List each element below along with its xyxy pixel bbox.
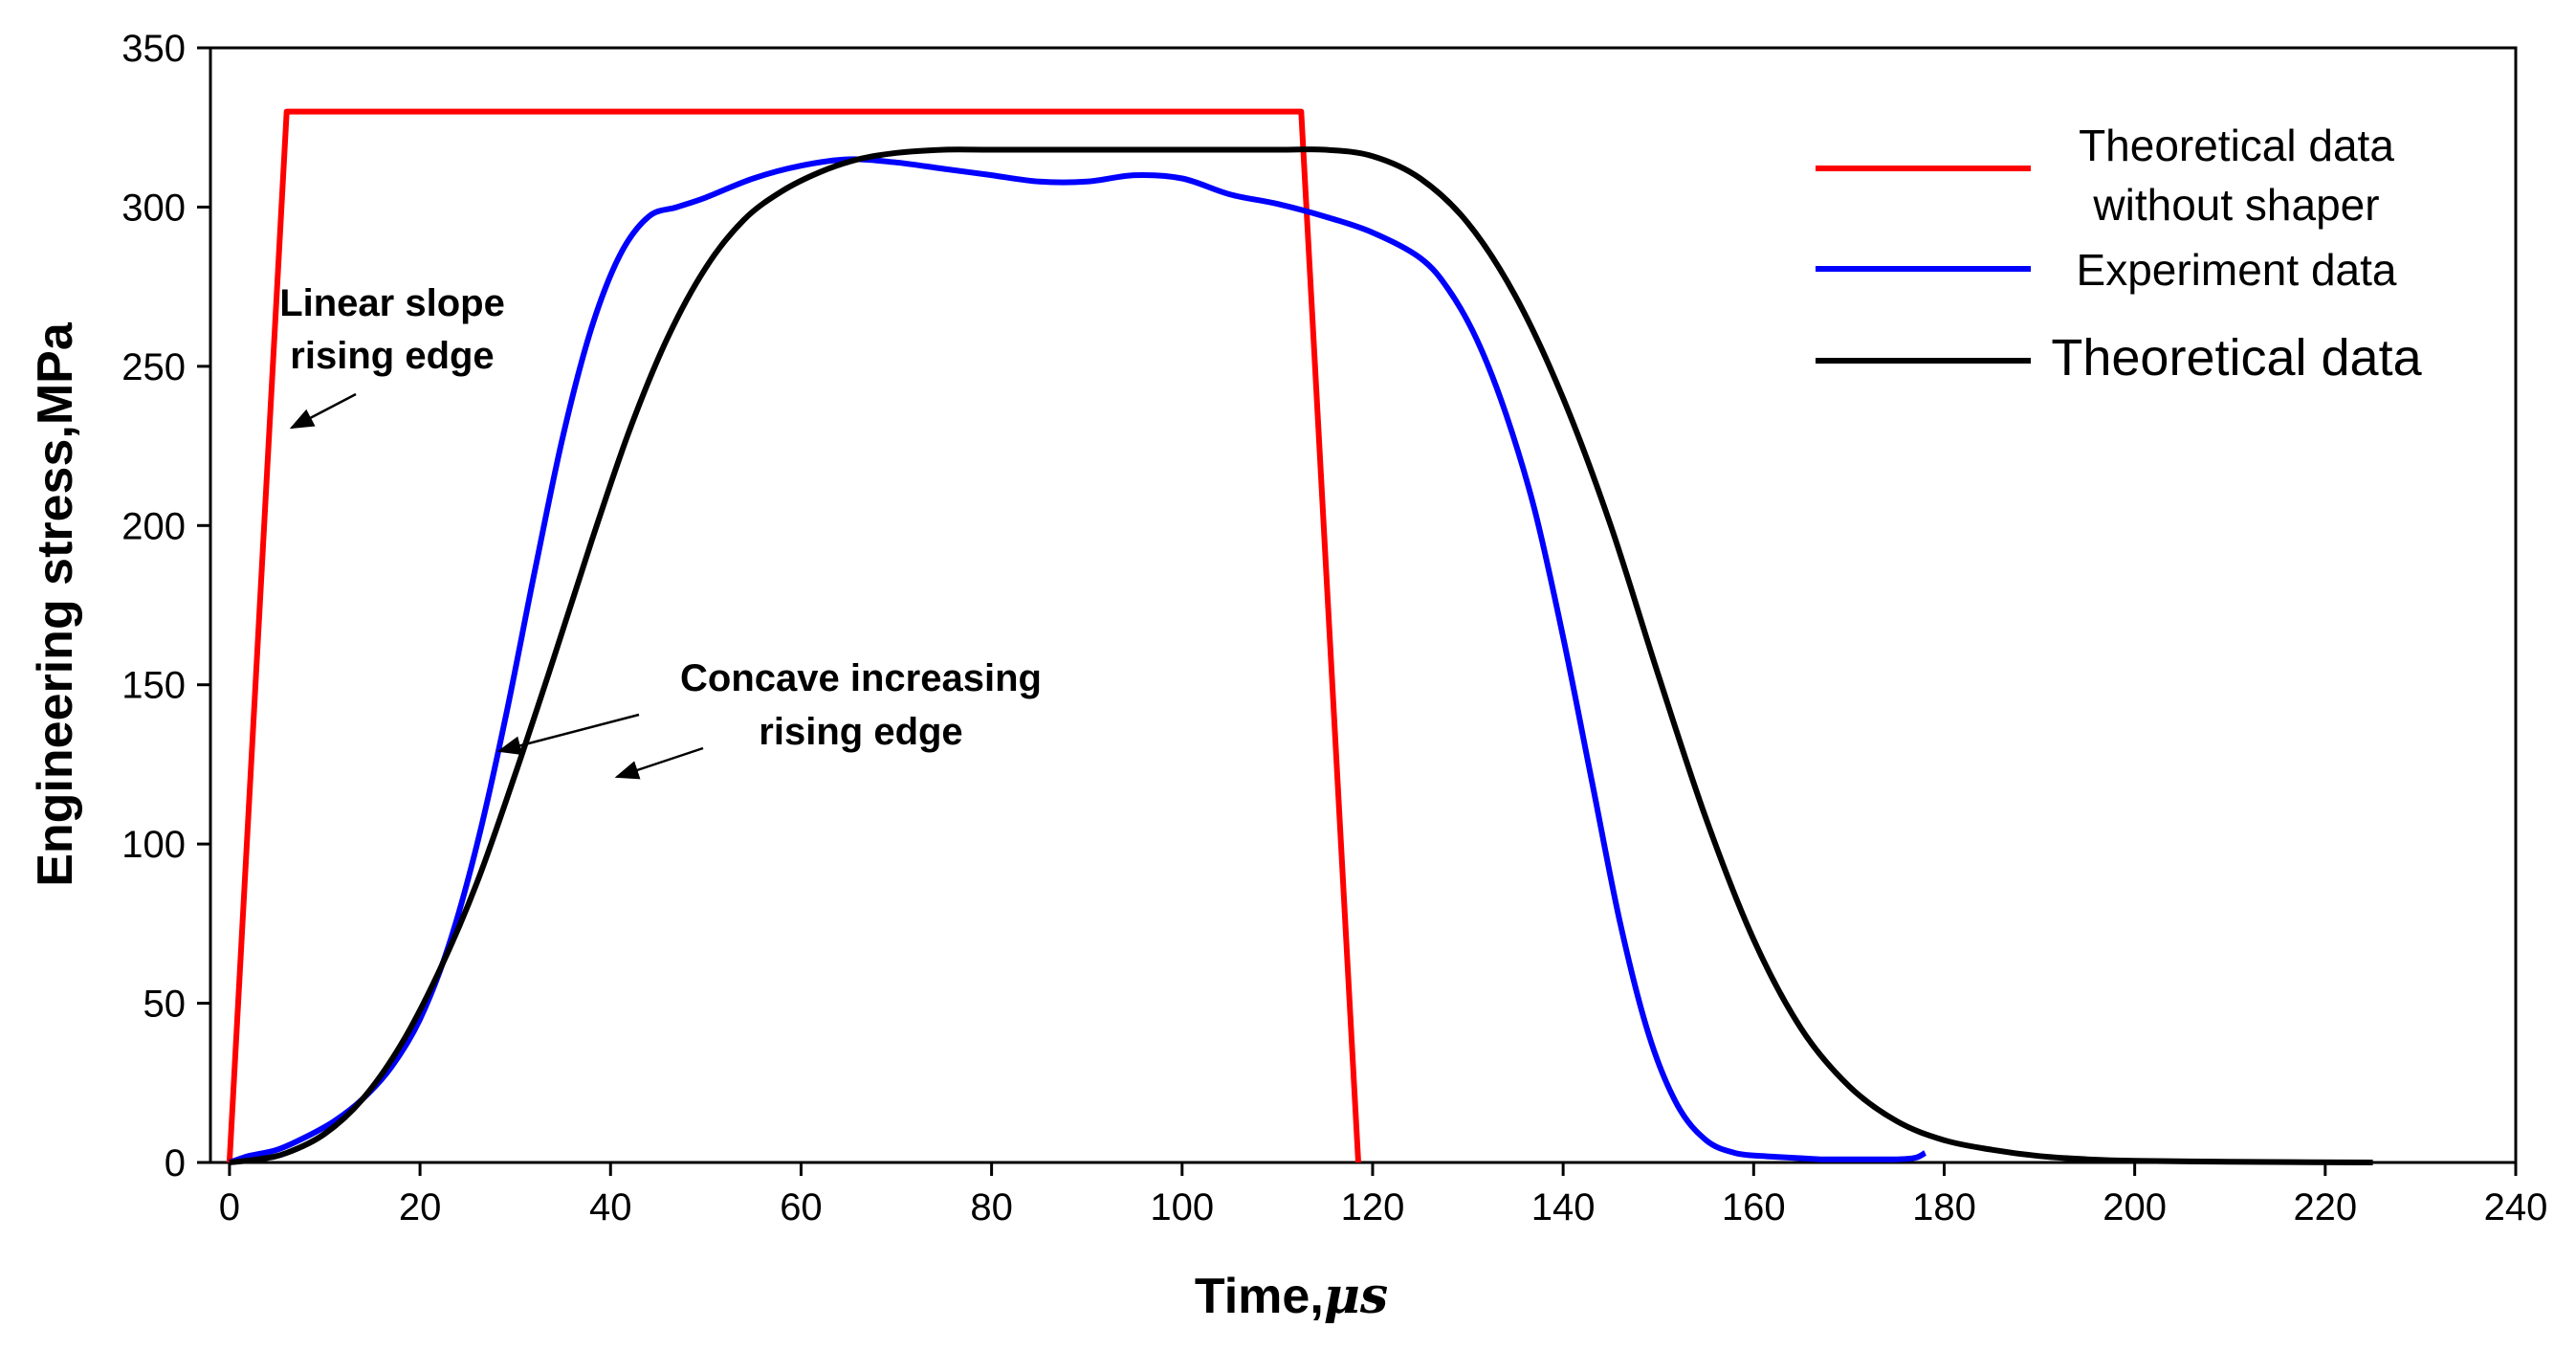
x-axis: 0 20 40 60 80 100 120 140 160 180 200 220 240	[219, 1162, 2548, 1228]
x-axis-title: Time,μs	[1195, 1267, 1388, 1325]
x-tick-label: 200	[2103, 1186, 2167, 1228]
x-tick-label: 100	[1150, 1186, 1214, 1228]
legend-label-blue: Experiment data	[2077, 245, 2397, 295]
annotation-arrow-linear	[289, 392, 357, 430]
y-tick-label: 200	[121, 505, 186, 547]
y-tick-label: 0	[165, 1142, 186, 1184]
legend-label-black: Theoretical data	[2051, 329, 2422, 387]
x-tick-label: 120	[1341, 1186, 1405, 1228]
annotation-linear-slope-line2: rising edge	[290, 335, 494, 377]
y-tick-label: 300	[121, 187, 186, 229]
y-axis: 0 50 100 150 200 250 300 350	[121, 28, 210, 1184]
legend-label-red-line2: without shaper	[2092, 180, 2379, 230]
annotation-arrow-experiment	[496, 713, 640, 756]
x-tick-label: 40	[589, 1186, 632, 1228]
annotation-linear-slope: Linear slope rising edge	[279, 282, 505, 377]
legend-label-red-line1: Theoretical data	[2079, 121, 2394, 170]
x-tick-label: 240	[2484, 1186, 2548, 1228]
y-tick-label: 350	[121, 28, 186, 70]
x-tick-label: 80	[970, 1186, 1013, 1228]
plot-frame	[209, 46, 2518, 1164]
y-tick-label: 250	[121, 346, 186, 388]
y-tick-label: 100	[121, 824, 186, 866]
annotation-linear-slope-line1: Linear slope	[279, 282, 505, 324]
annotation-arrow-theoretical	[614, 746, 704, 780]
legend: Theoretical data without shaper Experime…	[1816, 121, 2423, 387]
annotation-concave-line1: Concave increasing	[680, 657, 1042, 699]
annotation-concave-line2: rising edge	[759, 711, 962, 753]
y-axis-title: Engineering stress,MPa	[28, 321, 83, 887]
series-group	[226, 108, 2373, 1165]
x-tick-label: 60	[780, 1186, 823, 1228]
y-tick-label: 50	[143, 984, 187, 1026]
series-line-experiment-data	[228, 156, 1927, 1165]
y-tick-label: 150	[121, 665, 186, 707]
series-line-theoretical-data	[229, 146, 2373, 1165]
x-tick-label: 220	[2293, 1186, 2357, 1228]
x-tick-label: 140	[1531, 1186, 1596, 1228]
x-tick-label: 180	[1912, 1186, 1976, 1228]
x-axis-unit: μs	[1324, 1267, 1388, 1325]
series-line-theoretical-data-without-shaper	[226, 108, 1361, 1163]
x-tick-label: 20	[399, 1186, 442, 1228]
x-tick-label: 160	[1722, 1186, 1786, 1228]
annotation-concave: Concave increasing rising edge	[680, 657, 1042, 753]
x-tick-label: 0	[219, 1186, 240, 1228]
